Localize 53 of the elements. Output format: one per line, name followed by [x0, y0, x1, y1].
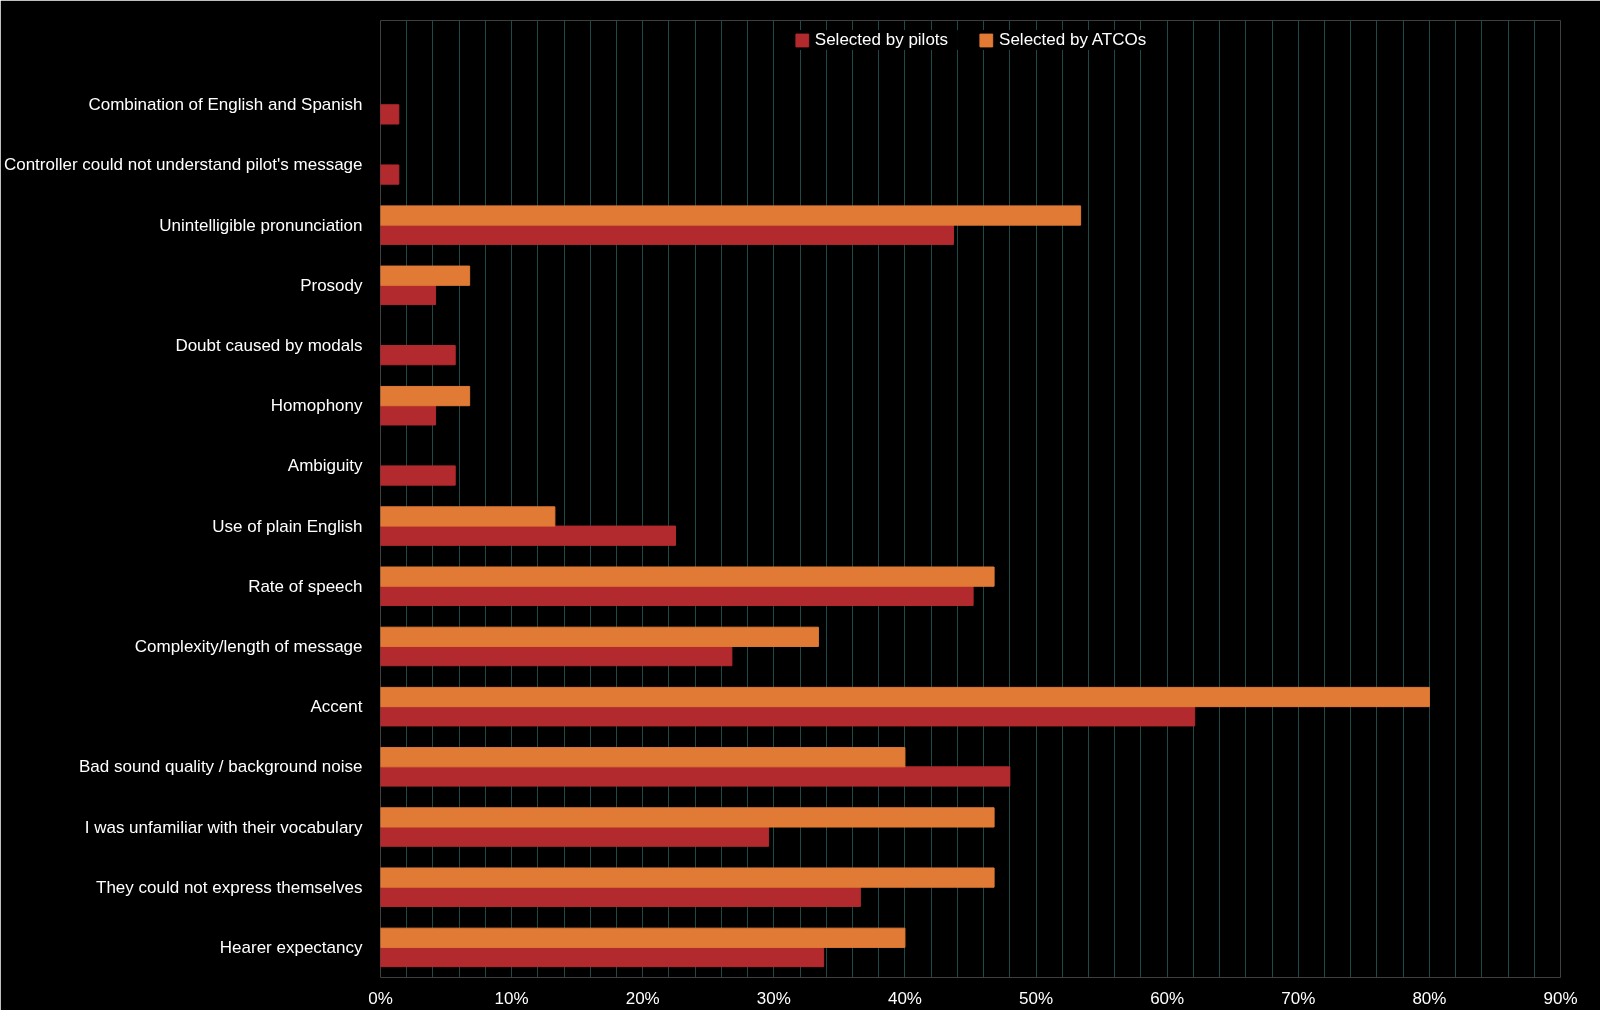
y-tick-label: Doubt caused by modals [175, 336, 363, 356]
y-tick-label: They could not express themselves [96, 877, 363, 897]
bar [380, 566, 995, 587]
bar [380, 686, 1430, 708]
bar [380, 104, 400, 125]
bar [380, 626, 819, 647]
y-tick-label: Complexity/length of message [134, 636, 363, 656]
x-tick-label: 40% [887, 988, 922, 1008]
bar [380, 164, 400, 185]
y-tick-label: Controller could not understand pilot's message [3, 155, 363, 175]
x-tick-label: 10% [494, 988, 529, 1008]
y-tick-label: Hearer expectancy [219, 937, 363, 957]
y-tick-label: Combination of English and Spanish [88, 95, 363, 115]
legend-label: Selected by ATCOs [999, 30, 1147, 50]
x-tick-label: 80% [1412, 988, 1447, 1008]
x-tick-label: 70% [1281, 988, 1316, 1008]
bar [380, 345, 456, 366]
bar [380, 385, 471, 407]
bar [380, 465, 456, 486]
y-tick-label: Rate of speech [248, 576, 363, 596]
y-tick-label: Prosody [300, 275, 363, 295]
bar [380, 525, 676, 546]
bar [380, 265, 471, 286]
bar [380, 747, 906, 768]
y-tick-label: Bad sound quality / background noise [78, 757, 363, 777]
legend-label: Selected by pilots [814, 30, 949, 50]
bar [380, 224, 954, 245]
y-tick-label: Ambiguity [287, 456, 363, 476]
x-tick-label: 50% [1019, 988, 1054, 1008]
y-tick-label: Unintelligible pronunciation [159, 215, 363, 235]
y-tick-label: Accent [310, 697, 363, 717]
bar [380, 645, 733, 667]
bar [380, 506, 556, 527]
bar [380, 405, 437, 426]
x-tick-label: 60% [1150, 988, 1185, 1008]
x-tick-label: 0% [368, 988, 393, 1008]
bar [380, 766, 1011, 787]
x-tick-label: 20% [625, 988, 660, 1008]
bar [380, 886, 861, 907]
x-tick-label: 90% [1543, 988, 1578, 1008]
bar [380, 927, 906, 948]
y-tick-label: Homophony [270, 396, 363, 416]
y-tick-label: Use of plain English [212, 516, 363, 536]
x-tick-label: 30% [756, 988, 791, 1008]
bar [380, 807, 995, 828]
bar [380, 946, 825, 968]
bar [380, 585, 974, 607]
bar [380, 706, 1196, 727]
bar [380, 284, 437, 306]
bar [380, 205, 1082, 226]
bar [380, 826, 770, 847]
bar [380, 867, 995, 888]
y-tick-label: I was unfamiliar with their vocabulary [84, 817, 363, 837]
